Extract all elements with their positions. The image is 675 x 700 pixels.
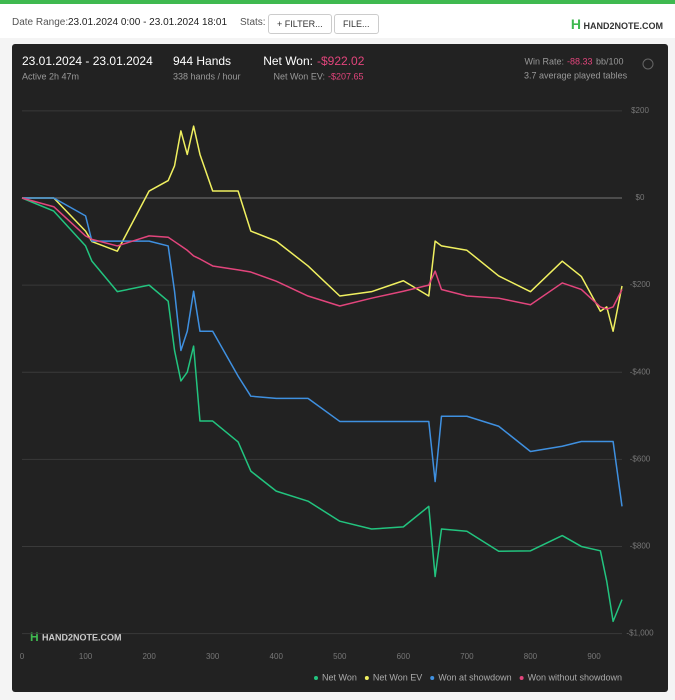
legend-label: Won without showdown	[528, 672, 622, 682]
toolbar: Date Range: 23.01.2024 0:00 - 23.01.2024…	[0, 4, 675, 38]
win-rate: -88.33	[567, 56, 593, 66]
hands-rate: 338 hands / hour	[173, 71, 241, 81]
x-tick-label: 0	[20, 652, 25, 661]
legend-label: Net Won	[322, 672, 357, 682]
file-button[interactable]: FILE...	[334, 14, 379, 34]
series-line	[21, 197, 623, 623]
x-tick-label: 200	[142, 652, 156, 661]
net-won: -$922.02	[317, 54, 365, 68]
tables: 3.7 average played tables	[524, 70, 628, 80]
x-tick-label: 300	[206, 652, 220, 661]
legend-marker	[519, 676, 524, 680]
x-tick-label: 100	[79, 652, 93, 661]
legend-marker	[314, 676, 318, 680]
y-tick-label: $200	[631, 106, 649, 115]
date-range-title: 23.01.2024 - 23.01.2024	[22, 54, 153, 68]
net-won-ev: -$207.65	[328, 71, 364, 81]
y-tick-label: -$400	[630, 367, 651, 376]
accent-bar	[0, 0, 675, 4]
win-rate-label: Win Rate:	[524, 56, 564, 66]
legend-marker	[364, 676, 369, 680]
y-tick-label: -$600	[630, 454, 651, 463]
logo-text: HAND2NOTE.COM	[583, 21, 663, 31]
watermark-icon: H	[30, 630, 39, 644]
legend-marker	[430, 676, 435, 680]
plot: $200 $0 -$200 -$400 -$600 -$800 -$1,000 0 100 200…	[20, 106, 654, 682]
date-range[interactable]: 23.01.2024 0:00 - 23.01.2024 18:01	[68, 17, 228, 28]
chart: 23.01.2024 - 23.01.2024 Active 2h 47m 94…	[20, 54, 654, 682]
series-line	[22, 197, 623, 507]
win-rate-unit: bb/100	[596, 56, 624, 66]
logo: H HAND2NOTE.COM	[570, 16, 663, 32]
net-won-ev-label: Net Won EV:	[273, 71, 325, 81]
x-tick-label: 800	[524, 652, 538, 661]
net-won-label: Net Won:	[263, 54, 313, 68]
filter-text: FILTER...	[284, 19, 323, 29]
chart-panel: 23.01.2024 - 23.01.2024 Active 2h 47m 94…	[12, 44, 668, 692]
x-tick-label: 900	[587, 652, 601, 661]
watermark: HAND2NOTE.COM	[42, 632, 122, 642]
x-tick-label: 600	[397, 652, 411, 661]
hands: 944 Hands	[173, 54, 231, 68]
series-line	[22, 125, 623, 333]
y-tick-label: -$800	[630, 542, 651, 551]
legend-label: Net Won EV	[373, 672, 422, 682]
x-tick-label: 500	[333, 652, 347, 661]
x-tick-label: 700	[460, 652, 474, 661]
active-time: Active 2h 47m	[22, 71, 79, 81]
series-line	[21, 197, 623, 310]
settings-icon[interactable]	[642, 58, 654, 70]
date-label: Date Range:	[12, 17, 69, 28]
x-tick-label: 400	[270, 652, 284, 661]
y-tick-label: -$1,000	[626, 629, 654, 638]
legend-label: Won at showdown	[438, 672, 511, 682]
stats-label: Stats:	[240, 17, 266, 28]
y-tick-label: $0	[636, 193, 645, 202]
y-tick-label: -$200	[630, 280, 651, 289]
filter-button[interactable]: + FILTER...	[268, 14, 332, 34]
